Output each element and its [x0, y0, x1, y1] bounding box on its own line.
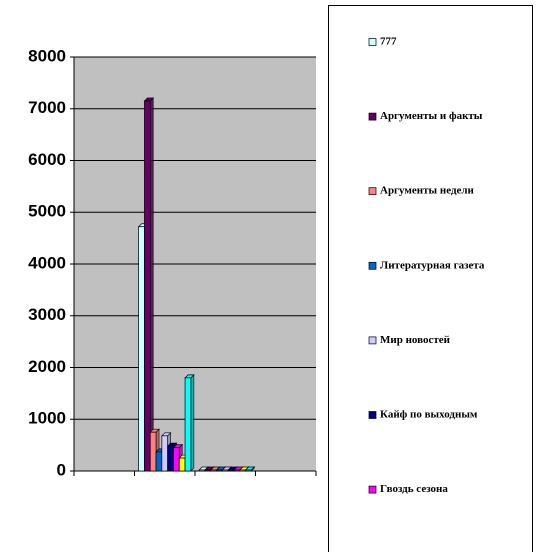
y-tick-label: 5000 — [28, 202, 66, 221]
legend-label: Аргументы недели — [380, 185, 475, 197]
bar — [184, 377, 192, 472]
bar — [173, 447, 180, 472]
legend-label: Гвоздь сезона — [380, 483, 448, 495]
bar — [245, 469, 252, 472]
bar — [198, 469, 206, 472]
legend-marker — [368, 411, 377, 419]
bar — [227, 469, 235, 472]
legend-marker — [368, 485, 377, 494]
y-tick-label: 0 — [57, 460, 66, 479]
y-tick-label: 6000 — [28, 150, 66, 169]
bar — [155, 451, 163, 472]
bar — [222, 469, 229, 472]
bar — [216, 469, 223, 472]
bar-side — [149, 97, 154, 472]
y-tick-label: 3000 — [28, 305, 66, 324]
legend-marker — [368, 336, 377, 345]
legend-label: Мир новостей — [380, 334, 451, 346]
y-tick-label: 2000 — [28, 357, 66, 376]
y-tick-label: 8000 — [28, 46, 66, 65]
bar — [204, 469, 212, 472]
bar — [239, 469, 246, 472]
legend-marker — [368, 112, 377, 121]
legend-label: Кайф по выходным — [380, 409, 478, 421]
legend-label: Аргументы и факты — [380, 110, 483, 122]
bar-side — [190, 374, 195, 472]
y-tick-label: 1000 — [28, 409, 66, 428]
legend-label: 777 — [380, 36, 397, 48]
bar — [161, 435, 169, 472]
bar — [210, 469, 217, 472]
bar — [178, 457, 186, 472]
legend-marker — [368, 187, 377, 196]
bar — [144, 100, 151, 472]
y-tick-label: 7000 — [28, 98, 66, 117]
bar — [233, 469, 241, 472]
legend-box — [328, 5, 533, 552]
legend-marker — [368, 38, 377, 46]
legend-label: Литературная газета — [380, 259, 485, 271]
legend-marker — [368, 261, 377, 270]
y-tick-label: 4000 — [28, 253, 66, 272]
bar — [149, 431, 157, 472]
bar — [138, 226, 145, 472]
bar — [167, 445, 174, 472]
